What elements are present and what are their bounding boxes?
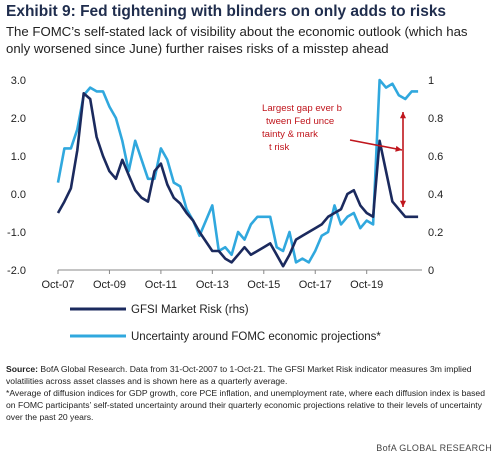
gap-arrow-up-head: [399, 112, 407, 119]
annotation-line-3: tainty & mark: [262, 129, 318, 140]
annotation-line-1: Largest gap ever b: [262, 103, 342, 114]
right-tick-label: 0.6: [428, 151, 443, 163]
left-tick-label: 0.0: [11, 189, 26, 201]
x-tick-label: Oct-15: [247, 279, 280, 291]
annotation-line-4: t risk: [269, 142, 289, 153]
left-axis-ticks: 3.0 2.0 1.0 0.0 -1.0 -2.0: [7, 75, 26, 277]
exhibit-title: Exhibit 9: Fed tightening with blinders …: [6, 3, 447, 20]
x-tick-label: Oct-13: [196, 279, 229, 291]
source-label: Source:: [6, 364, 38, 374]
annotation-arrows: [349, 112, 407, 207]
x-axis-ticks: Oct-07 Oct-09 Oct-11 Oct-13 Oct-15 Oct-17 Oct-…: [41, 270, 383, 291]
source-text: BofA Global Research. Data from 31-Oct-2…: [6, 364, 472, 386]
right-tick-label: 0.4: [428, 189, 443, 201]
left-tick-label: -1.0: [7, 227, 26, 239]
footnote-text: *Average of diffusion indices for GDP gr…: [6, 388, 485, 422]
right-axis-ticks: 1 0.8 0.6 0.4 0.2 0: [428, 75, 443, 277]
x-tick-label: Oct-17: [299, 279, 332, 291]
footer-brand: BofA GLOBAL RESEARCH: [376, 443, 492, 453]
right-tick-label: 0: [428, 265, 434, 277]
left-tick-label: 3.0: [11, 75, 26, 87]
right-tick-label: 0.2: [428, 227, 443, 239]
legend: GFSI Market Risk (rhs) Uncertainty aroun…: [70, 304, 381, 343]
left-tick-label: -2.0: [7, 265, 26, 277]
left-tick-label: 1.0: [11, 151, 26, 163]
right-tick-label: 1: [428, 75, 434, 87]
x-tick-label: Oct-09: [93, 279, 126, 291]
annotation-pointer-arrow: [349, 139, 403, 151]
exhibit-subtitle: The FOMC’s self-stated lack of visibilit…: [6, 24, 468, 56]
x-tick-label: Oct-11: [145, 279, 177, 291]
legend-label-gfsi: GFSI Market Risk (rhs): [131, 304, 249, 316]
left-tick-label: 2.0: [11, 113, 26, 125]
annotation-pointer-arrow-head: [395, 145, 402, 152]
source-note: Source: BofA Global Research. Data from …: [6, 363, 494, 423]
gfsi-series-line: [56, 92, 419, 268]
x-tick-label: Oct-19: [350, 279, 383, 291]
legend-label-uncertainty: Uncertainty around FOMC economic project…: [131, 331, 381, 343]
line-chart: 3.0 2.0 1.0 0.0 -1.0 -2.0 1 0.8 0.6 0.4 0.2 0 Oct-…: [7, 75, 443, 343]
right-tick-label: 0.8: [428, 113, 443, 125]
gap-arrow-down-head: [399, 200, 407, 207]
annotation-line-2: tween Fed unce: [266, 116, 334, 127]
x-tick-label: Oct-07: [41, 279, 74, 291]
uncertainty-series-line: [56, 78, 419, 264]
